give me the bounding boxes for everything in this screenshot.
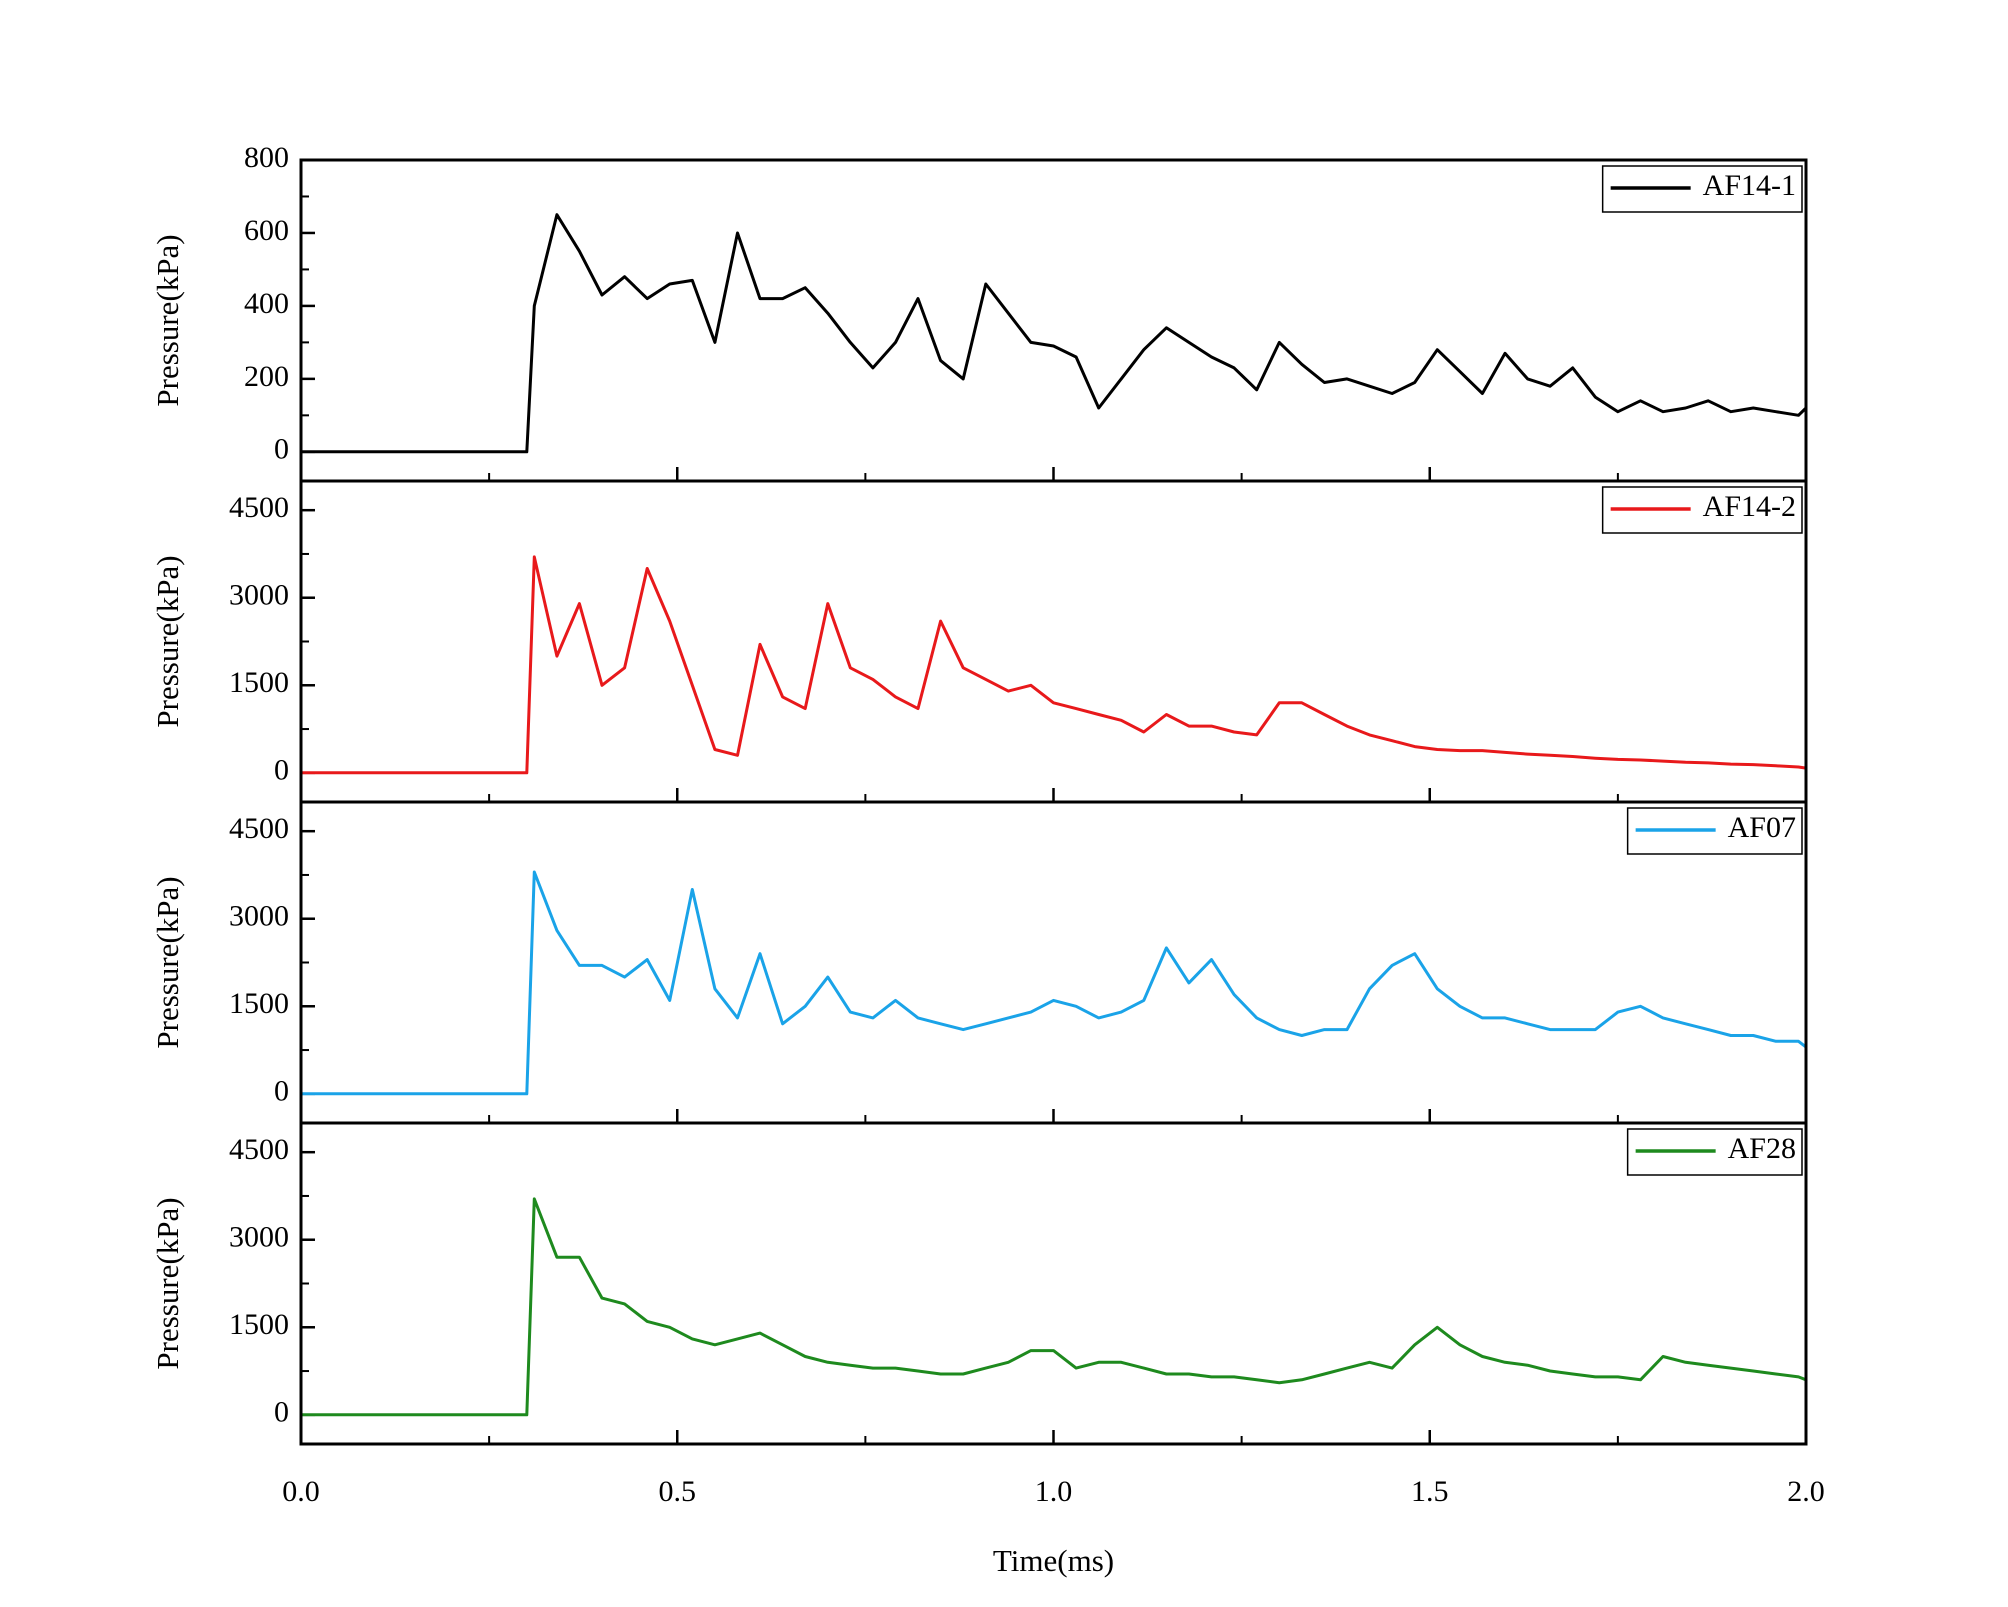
y-tick-label: 4500: [229, 1133, 289, 1166]
y-axis-label: Pressure(kPa): [150, 876, 185, 1048]
legend-label: AF14-2: [1703, 490, 1796, 523]
x-tick-label: 1.5: [1411, 1475, 1449, 1508]
y-tick-label: 3000: [229, 579, 289, 612]
y-tick-label: 0: [274, 1075, 289, 1108]
legend-label: AF28: [1728, 1132, 1796, 1165]
y-tick-label: 200: [244, 360, 289, 393]
y-axis-label: Pressure(kPa): [150, 555, 185, 727]
y-tick-label: 3000: [229, 900, 289, 933]
y-tick-label: 1500: [229, 987, 289, 1020]
y-axis-label: Pressure(kPa): [150, 1197, 185, 1369]
x-tick-label: 1.0: [1035, 1475, 1073, 1508]
data-line: [301, 870, 1807, 1096]
x-axis-label: Time(ms): [993, 1543, 1114, 1578]
y-tick-label: 4500: [229, 491, 289, 524]
y-tick-label: 400: [244, 287, 289, 320]
data-line: [301, 213, 1808, 454]
data-line: [301, 555, 1807, 775]
y-tick-label: 1500: [229, 1308, 289, 1341]
plot-frame: [299, 1121, 1808, 1446]
legend-label: AF07: [1728, 811, 1796, 844]
y-tick-label: 1500: [229, 666, 289, 699]
x-tick-label: 0.0: [282, 1475, 320, 1508]
legend-box: [1601, 486, 1803, 534]
data-line: [301, 1197, 1807, 1417]
y-tick-label: 600: [244, 214, 289, 247]
y-tick-label: 0: [274, 1396, 289, 1429]
y-tick-label: 800: [244, 141, 289, 174]
x-tick-label: 2.0: [1787, 1475, 1825, 1508]
legend-label: AF14-1: [1703, 169, 1796, 202]
y-axis-label: Pressure(kPa): [150, 234, 185, 406]
y-tick-label: 0: [274, 754, 289, 787]
y-tick-label: 4500: [229, 812, 289, 845]
y-tick-label: 3000: [229, 1221, 289, 1254]
x-tick-label: 0.5: [659, 1475, 697, 1508]
y-tick-label: 0: [274, 433, 289, 466]
